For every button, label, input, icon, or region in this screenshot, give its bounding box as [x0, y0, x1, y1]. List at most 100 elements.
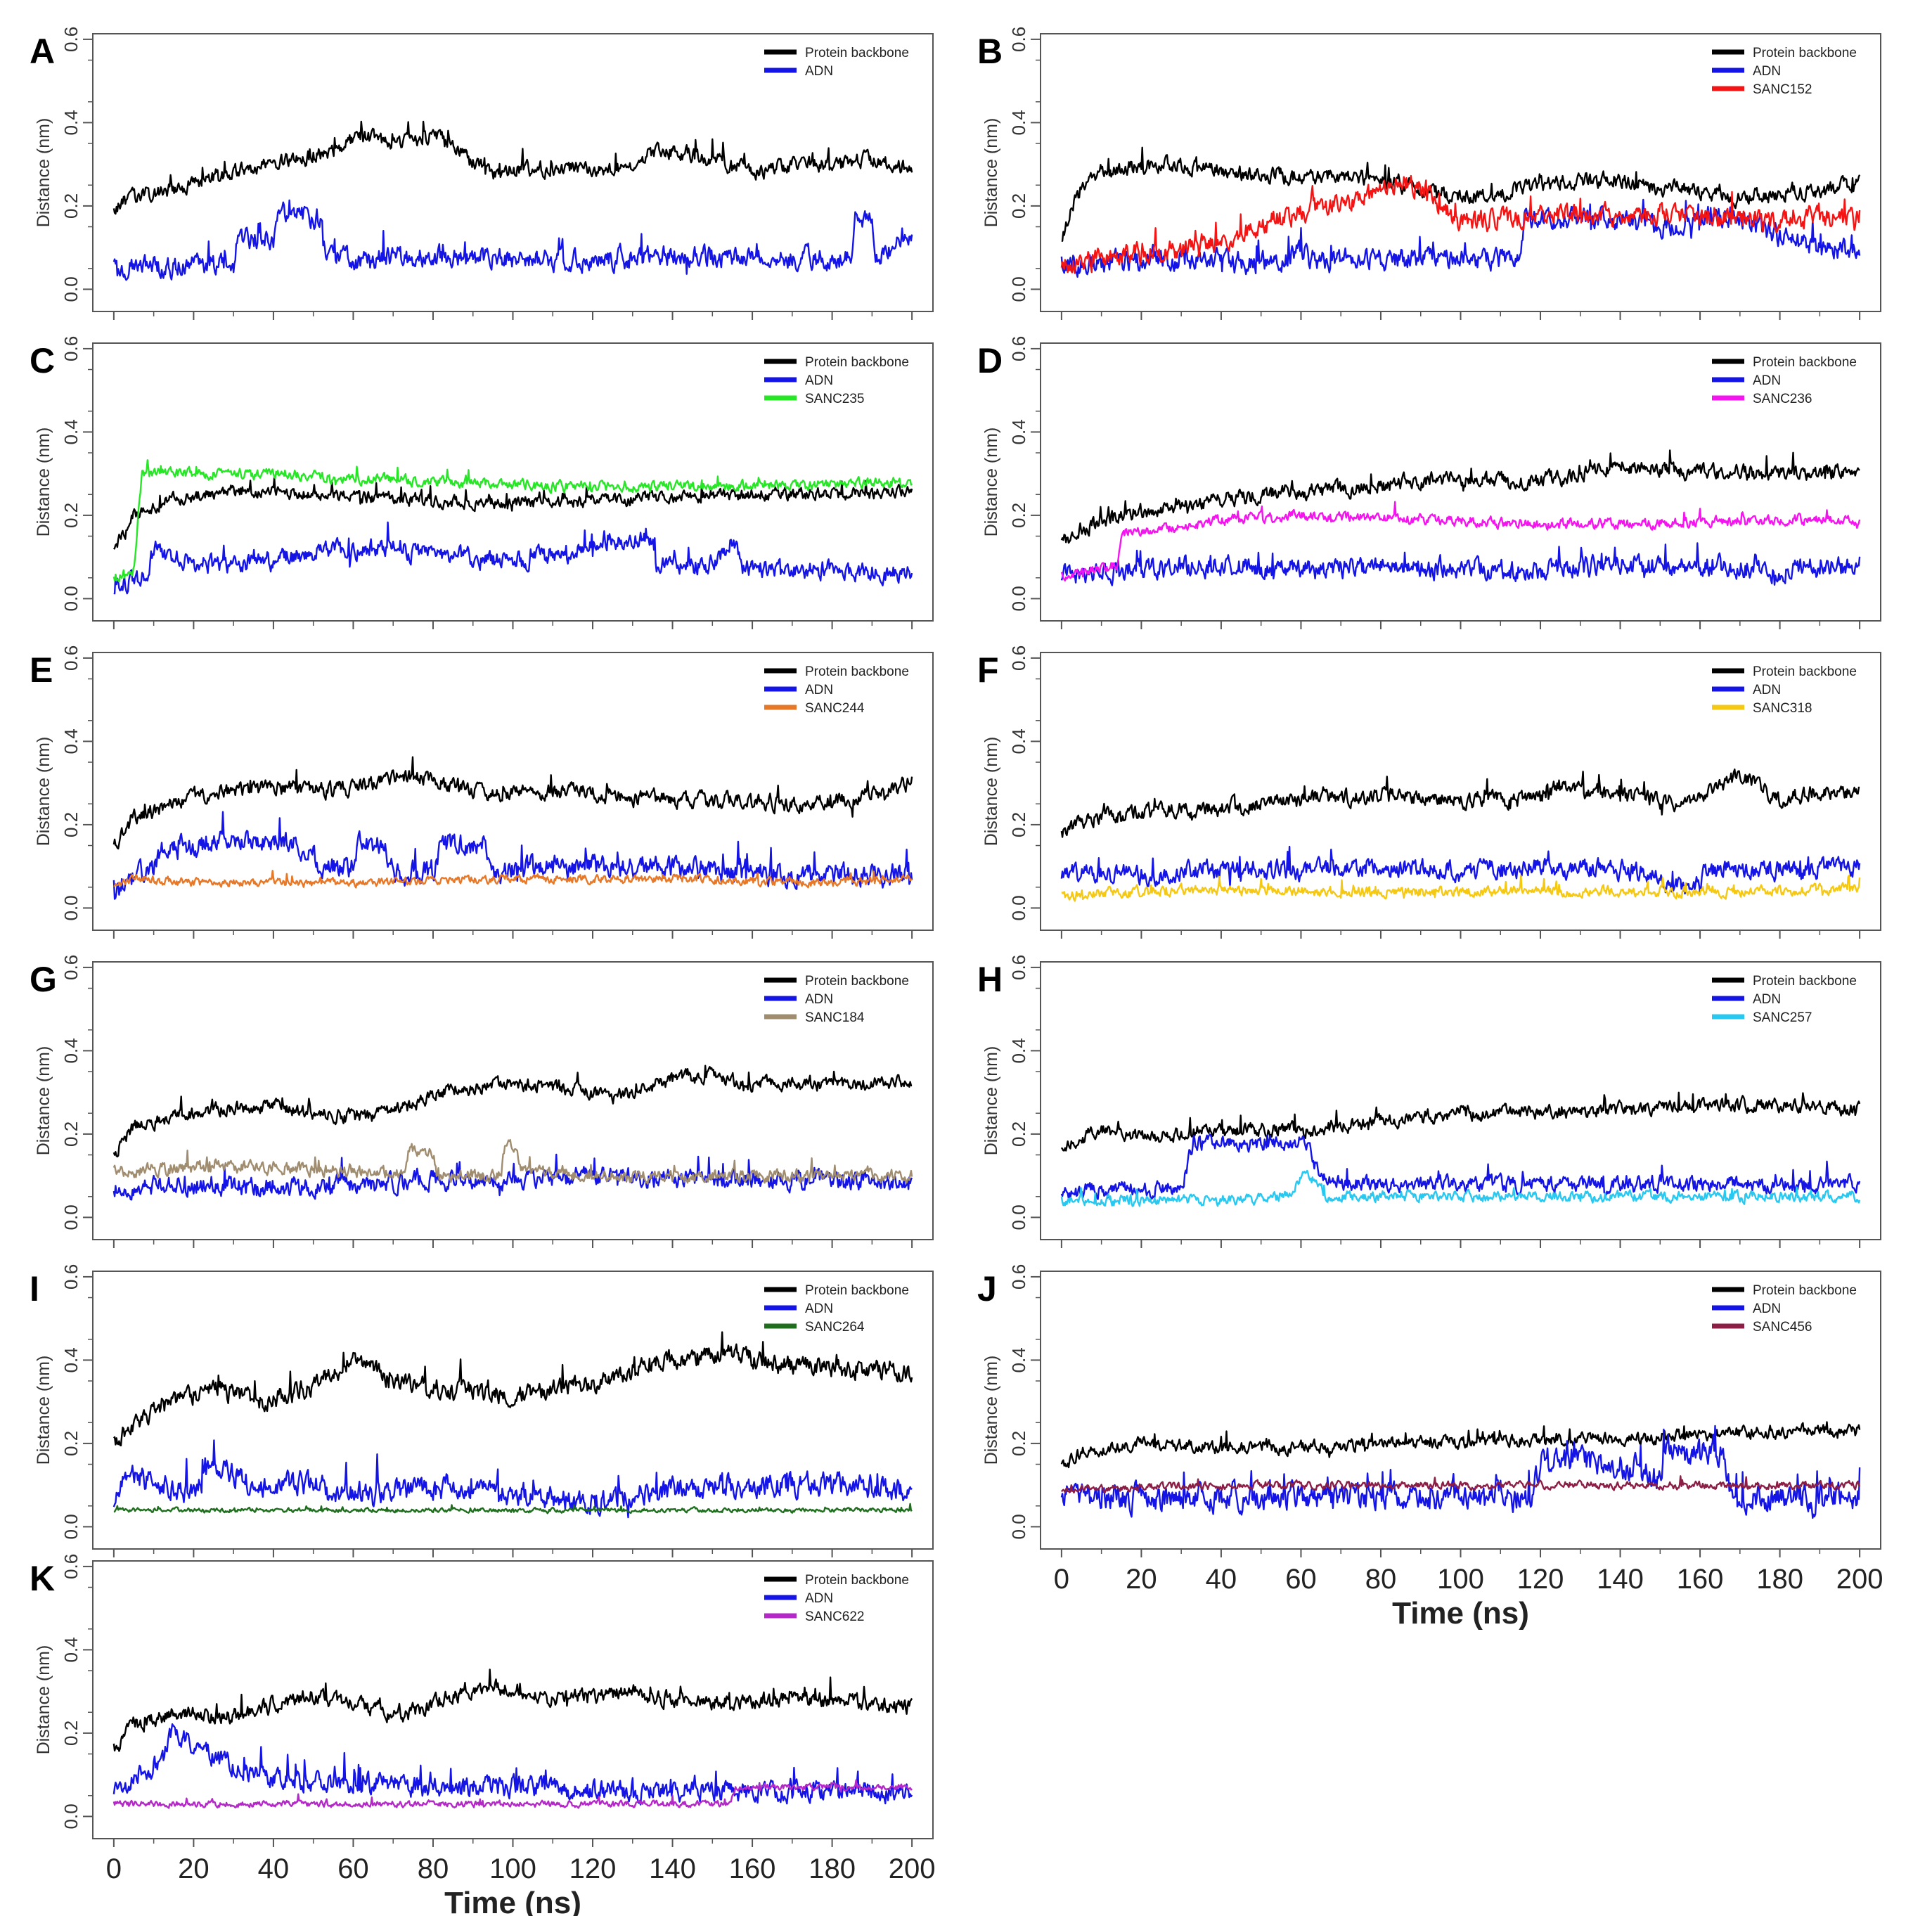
panel-j-legend-label: SANC456: [1753, 1320, 1812, 1335]
panel-j-ytick-label: 0.2: [1008, 1431, 1029, 1456]
panel-e-series-protein-backbone: [112, 756, 913, 850]
panel-j-letter: J: [977, 1269, 997, 1309]
panel-e-legend-label: SANC244: [805, 701, 865, 716]
panel-k-xtick-label: 40: [258, 1853, 290, 1884]
panel-d-series-sanc236: [1060, 501, 1861, 581]
panel-d-legend-label: ADN: [1753, 373, 1781, 388]
panel-c-series-protein-backbone: [112, 476, 913, 550]
panel-k-ytick-label: 0.0: [60, 1804, 82, 1829]
panel-e-letter: E: [30, 650, 53, 690]
panel-c-legend-label: ADN: [805, 373, 833, 388]
panel-k-xtick-label: 20: [178, 1853, 210, 1884]
panel-a-ytick-label: 0.4: [60, 110, 82, 135]
panel-j-xtick-label: 0: [1054, 1564, 1069, 1595]
panel-j-xtick-label: 120: [1517, 1564, 1564, 1595]
panel-f-ytick-label: 0.6: [1008, 645, 1029, 671]
panel-j: J 0.0 0.2 0.4 0.6 Distance (nm) 0 20 40 60 80 100 12…: [977, 1264, 1883, 1631]
panel-d-legend-label: SANC236: [1753, 392, 1812, 406]
panel-k-series-adn: [112, 1723, 913, 1806]
panel-h-ytick-label: 0.4: [1008, 1038, 1029, 1063]
panel-f-series-sanc318: [1061, 874, 1861, 902]
panel-d: D 0.0 0.2 0.4 0.6 Distance (nm) Protein backbo…: [977, 336, 1881, 629]
panel-b-legend-label: ADN: [1753, 64, 1781, 79]
panel-b-series-adn: [1060, 198, 1861, 278]
panel-k: K 0.0 0.2 0.4 0.6 Distance (nm) 0 20 40 60 80 100 12…: [30, 1554, 936, 1916]
panel-c-series-sanc235: [112, 459, 913, 583]
panel-h-letter: H: [977, 960, 1003, 999]
panel-a-ytick-label: 0.2: [60, 193, 82, 219]
panel-i-legend-label: SANC264: [805, 1320, 865, 1335]
panel-k-xtick-label: 180: [809, 1853, 856, 1884]
panel-h-ylabel: Distance (nm): [981, 1046, 1001, 1156]
panel-c-ytick-label: 0.2: [60, 503, 82, 528]
panel-g-ylabel: Distance (nm): [34, 1046, 53, 1156]
panel-c-ylabel: Distance (nm): [34, 427, 53, 537]
panel-f: F 0.0 0.2 0.4 0.6 Distance (nm) Protein backbo…: [977, 645, 1881, 939]
panel-f-legend-label: Protein backbone: [1753, 664, 1857, 679]
panel-f-ytick-label: 0.4: [1008, 728, 1029, 754]
panel-j-series-adn: [1060, 1425, 1861, 1519]
panel-j-xtick-label: 20: [1126, 1564, 1157, 1595]
panel-b-ytick-label: 0.6: [1008, 27, 1029, 52]
panel-h-legend-label: Protein backbone: [1753, 974, 1857, 989]
panel-c-series-adn: [113, 521, 913, 595]
panel-k-legend-label: SANC622: [805, 1609, 865, 1624]
panel-k-xtick-label: 200: [889, 1853, 936, 1884]
panel-a-legend-label: ADN: [805, 64, 833, 79]
panel-e-ytick-label: 0.2: [60, 812, 82, 837]
panel-k-xtick-label: 120: [569, 1853, 617, 1884]
panel-i-legend-label: Protein backbone: [805, 1283, 909, 1298]
panel-j-ylabel: Distance (nm): [981, 1356, 1001, 1465]
panel-k-xtick-label: 140: [649, 1853, 696, 1884]
panel-k-letter: K: [30, 1559, 55, 1598]
panel-d-ytick-label: 0.6: [1008, 336, 1029, 361]
panel-k-xlabel: Time (ns): [444, 1886, 581, 1916]
panel-a: A 0.0 0.2 0.4 0.6 Distance (nm) Protein backbo…: [30, 27, 934, 320]
panel-i-legend-label: ADN: [805, 1301, 833, 1316]
panel-h: H 0.0 0.2 0.4 0.6 Distance (nm) Protein backbo…: [977, 955, 1881, 1248]
panel-f-series-protein-backbone: [1060, 769, 1860, 838]
panel-i-ytick-label: 0.4: [60, 1347, 82, 1372]
panel-f-ylabel: Distance (nm): [981, 737, 1001, 847]
panel-g-letter: G: [30, 960, 57, 999]
panel-e-series-sanc244: [113, 870, 913, 889]
panel-c-ytick-label: 0.6: [60, 336, 82, 361]
panel-g-legend-label: ADN: [805, 992, 833, 1007]
panel-e-ytick-label: 0.4: [60, 728, 82, 754]
panel-b-letter: B: [977, 32, 1003, 71]
panel-k-legend-label: Protein backbone: [805, 1573, 909, 1588]
panel-h-ytick-label: 0.6: [1008, 955, 1029, 980]
panel-d-legend-label: Protein backbone: [1753, 355, 1857, 370]
panel-b-ytick-label: 0.2: [1008, 193, 1029, 219]
panel-a-ytick-label: 0.0: [60, 276, 82, 302]
panel-j-xtick-label: 60: [1285, 1564, 1317, 1595]
panel-g-ytick-label: 0.6: [60, 955, 82, 980]
panel-e-legend-label: Protein backbone: [805, 664, 909, 679]
panel-b-legend-label: Protein backbone: [1753, 46, 1857, 60]
panel-a-series-protein-backbone: [112, 120, 913, 215]
panel-e-ylabel: Distance (nm): [34, 737, 53, 847]
panel-g: G 0.0 0.2 0.4 0.6 Distance (nm) Protein backbo…: [30, 955, 934, 1248]
panel-k-ytick-label: 0.4: [60, 1637, 82, 1662]
panel-f-series-adn: [1060, 845, 1861, 895]
panel-b-ytick-label: 0.0: [1008, 276, 1029, 302]
panel-d-series-protein-backbone: [1060, 449, 1860, 544]
panel-i-ytick-label: 0.2: [60, 1431, 82, 1456]
panel-c-legend-label: Protein backbone: [805, 355, 909, 370]
panel-i-series-protein-backbone: [112, 1331, 913, 1447]
panel-h-legend-label: SANC257: [1753, 1010, 1812, 1025]
panel-j-legend-label: Protein backbone: [1753, 1283, 1857, 1298]
panel-e-ytick-label: 0.0: [60, 895, 82, 920]
panel-d-ytick-label: 0.2: [1008, 503, 1029, 528]
panel-b-legend-label: SANC152: [1753, 82, 1812, 97]
panel-e-legend-label: ADN: [805, 683, 833, 697]
panel-h-series-sanc257: [1060, 1169, 1861, 1207]
panel-g-ytick-label: 0.4: [60, 1038, 82, 1063]
panel-a-ytick-label: 0.6: [60, 27, 82, 52]
panel-b: B 0.0 0.2 0.4 0.6 Distance (nm) Protein backbo…: [977, 27, 1881, 320]
panel-i-ylabel: Distance (nm): [34, 1356, 53, 1465]
panel-f-ytick-label: 0.0: [1008, 895, 1029, 920]
panel-i-series-adn: [112, 1439, 913, 1519]
panel-g-series-protein-backbone: [112, 1065, 913, 1158]
